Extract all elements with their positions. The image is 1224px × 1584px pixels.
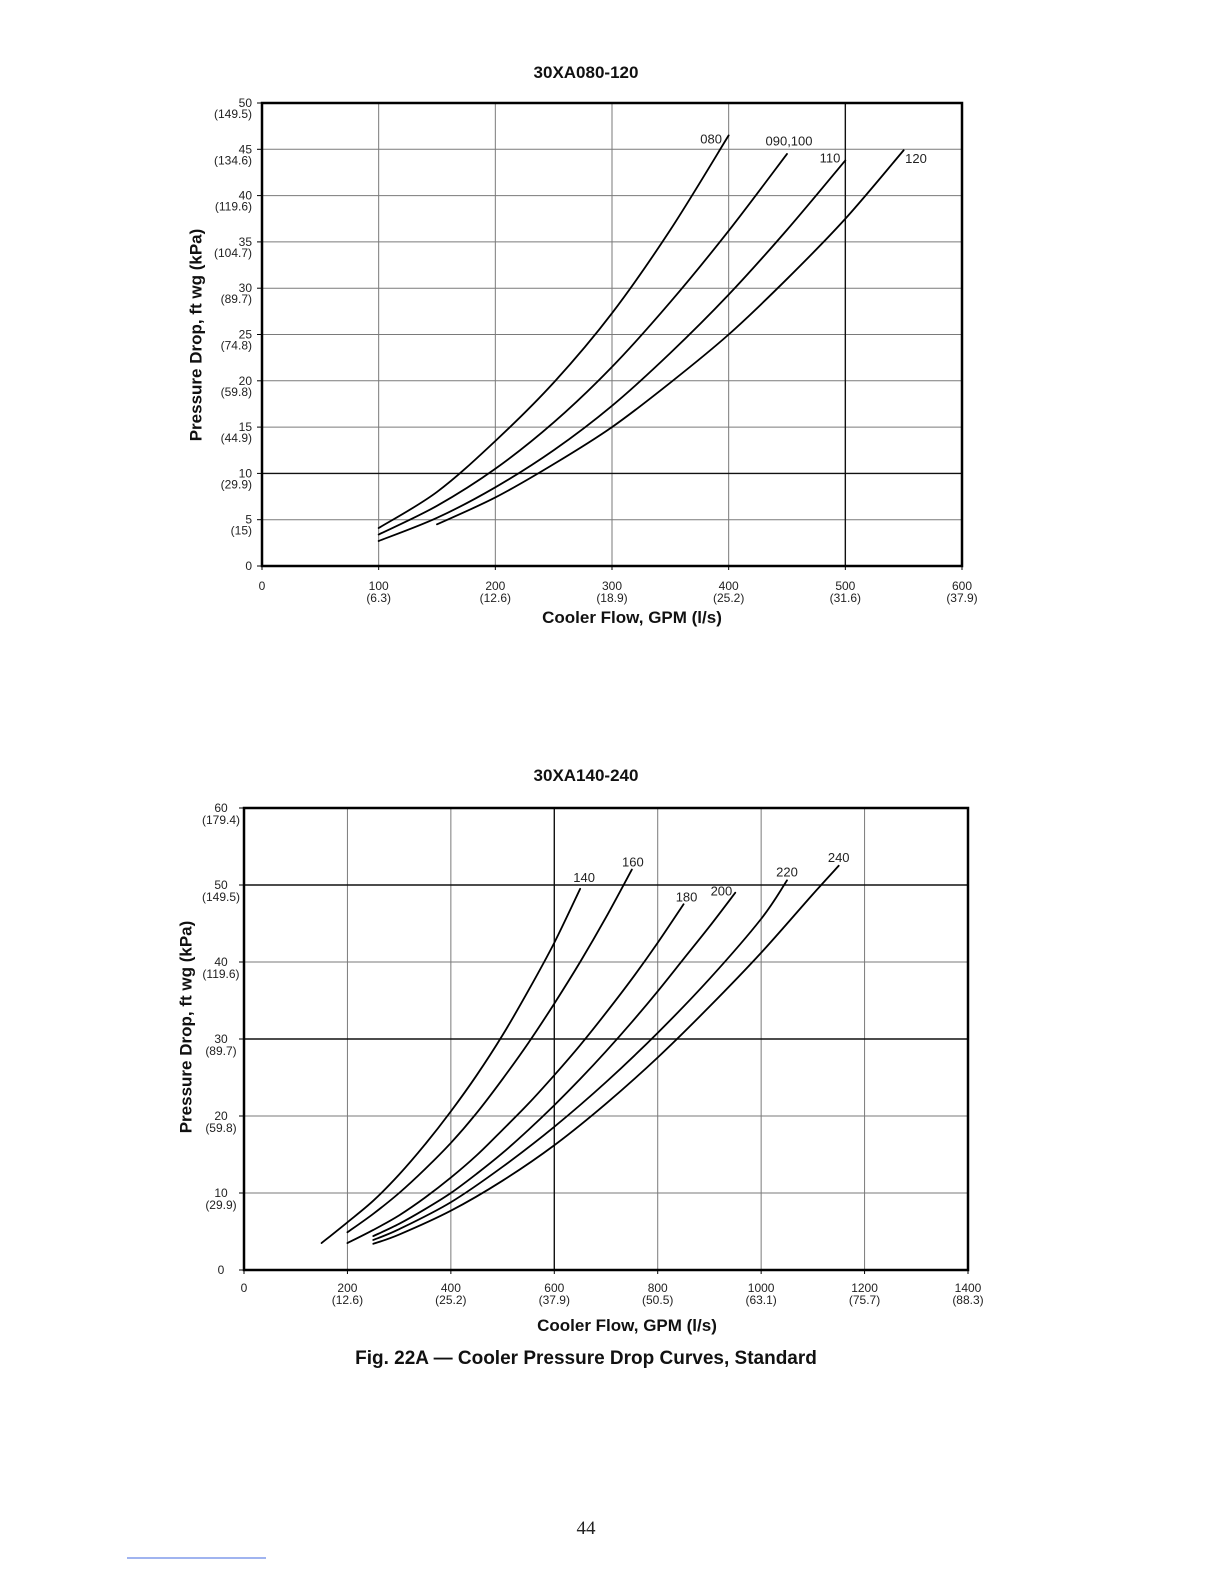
chart-30XA080-120: 0 100(6.3)200(12.6)300(18.9)400(25.2)500(… <box>187 63 978 627</box>
c2-series-line-240 <box>372 864 840 1245</box>
c2-x-tick-metric-1000: (63.1) <box>745 1293 776 1307</box>
charts-container: 0 100(6.3)200(12.6)300(18.9)400(25.2)500(… <box>177 63 984 1335</box>
c2-x-tick-label-1400: 1400 <box>955 1281 982 1295</box>
c2-x-tick-metric-200: (12.6) <box>332 1293 363 1307</box>
c1-series-line-120 <box>436 149 905 526</box>
c2-x-tick-metric-1400: (88.3) <box>952 1293 983 1307</box>
c1-x-tick-metric-500: (31.6) <box>830 591 861 605</box>
c2-x-tick-label-600: 600 <box>544 1281 564 1295</box>
c2-y-tick-metric-40: (119.6) <box>202 967 239 981</box>
c1-y-tick-label-0: 0 <box>245 559 252 573</box>
c1-y-tick-label-40: 40 <box>239 189 253 203</box>
c1-series-label-120: 120 <box>905 151 927 166</box>
c1-x-axis-label: Cooler Flow, GPM (l/s) <box>542 608 722 627</box>
c2-chart-title: 30XA140-240 <box>534 766 639 785</box>
c2-series-label-200: 200 <box>711 884 733 899</box>
c2-series-label-240: 240 <box>828 850 850 865</box>
c2-series-label-180: 180 <box>676 889 698 904</box>
c2-y-tick-metric-20: (59.8) <box>205 1121 236 1135</box>
c1-y-tick-label-25: 25 <box>239 328 253 342</box>
c2-x-tick-label-400: 400 <box>441 1281 461 1295</box>
c1-x-tick-metric-600: (37.9) <box>946 591 977 605</box>
c1-x-tick-metric-200: (12.6) <box>480 591 511 605</box>
c1-series-line-080 <box>377 134 730 529</box>
c2-y-tick-metric-60: (179.4) <box>202 813 240 827</box>
c1-y-tick-metric-10: (29.9) <box>221 477 252 491</box>
c2-y-tick-label-0: 0 <box>218 1263 225 1277</box>
chart-30XA140-240: 0 200(12.6)400(25.2)600(37.9)800(50.5)100… <box>177 766 984 1335</box>
c1-chart-title: 30XA080-120 <box>534 63 639 82</box>
c2-y-tick-label-20: 20 <box>214 1109 228 1123</box>
c2-x-tick-label-1200: 1200 <box>851 1281 878 1295</box>
c1-x-tick-metric-100: (6.3) <box>366 591 391 605</box>
c2-series-label-220: 220 <box>776 864 798 879</box>
c1-y-tick-metric-35: (104.7) <box>214 246 252 260</box>
c1-series-label-090-100: 090,100 <box>766 134 813 149</box>
c1-y-tick-metric-15: (44.9) <box>221 431 252 445</box>
c2-y-tick-label-30: 30 <box>214 1032 228 1046</box>
c1-y-tick-label-30: 30 <box>239 281 253 295</box>
c1-x-tick-label-400: 400 <box>719 579 739 593</box>
c1-y-tick-label-35: 35 <box>239 235 253 249</box>
c1-series-line-110 <box>377 159 847 542</box>
c2-y-tick-label-10: 10 <box>214 1186 228 1200</box>
c1-y-tick-metric-50: (149.5) <box>214 107 252 121</box>
c2-x-axis-label: Cooler Flow, GPM (l/s) <box>537 1316 717 1335</box>
c1-y-tick-metric-40: (119.6) <box>215 200 252 214</box>
c2-x-tick-metric-400: (25.2) <box>435 1293 466 1307</box>
c2-y-tick-metric-50: (149.5) <box>202 890 240 904</box>
c2-x-tick-metric-600: (37.9) <box>539 1293 570 1307</box>
c2-x-tick-label-1000: 1000 <box>748 1281 775 1295</box>
c1-y-tick-metric-20: (59.8) <box>221 385 252 399</box>
c1-y-tick-label-50: 50 <box>239 96 253 110</box>
c1-x-tick-label-200: 200 <box>485 579 505 593</box>
c2-y-tick-metric-10: (29.9) <box>205 1198 236 1212</box>
c1-y-tick-label-5: 5 <box>245 513 252 527</box>
c1-x-tick-metric-300: (18.9) <box>596 591 627 605</box>
c2-x-tick-label-200: 200 <box>337 1281 357 1295</box>
c2-series-line-180 <box>346 903 685 1244</box>
c1-y-tick-label-15: 15 <box>239 420 253 434</box>
c2-y-tick-label-40: 40 <box>214 955 228 969</box>
c1-x-tick-label-600: 600 <box>952 579 972 593</box>
c1-y-tick-label-10: 10 <box>239 466 253 480</box>
c1-x-tick-label-0: 0 <box>259 579 266 593</box>
c2-y-tick-label-60: 60 <box>214 801 228 815</box>
c2-series-line-140 <box>320 887 582 1244</box>
c1-x-tick-label-500: 500 <box>835 579 855 593</box>
c2-series-line-200 <box>372 891 737 1238</box>
c1-x-tick-metric-400: (25.2) <box>713 591 744 605</box>
c1-series-line-090-100 <box>377 153 788 536</box>
c1-y-tick-label-20: 20 <box>239 374 253 388</box>
c1-x-tick-label-300: 300 <box>602 579 622 593</box>
c2-x-tick-label-800: 800 <box>648 1281 668 1295</box>
c1-y-tick-metric-25: (74.8) <box>221 339 252 353</box>
c2-series-line-160 <box>346 868 633 1234</box>
page-number: 44 <box>577 1518 597 1539</box>
figure-caption: Fig. 22A — Cooler Pressure Drop Curves, … <box>355 1348 817 1369</box>
c2-x-tick-metric-800: (50.5) <box>642 1293 673 1307</box>
c1-series-label-080: 080 <box>700 131 722 146</box>
c2-series-line-220 <box>372 879 788 1241</box>
c2-series-label-160: 160 <box>622 855 644 870</box>
c1-y-tick-metric-45: (134.6) <box>214 153 252 167</box>
c1-y-tick-metric-30: (89.7) <box>221 292 252 306</box>
c1-series-label-110: 110 <box>820 150 841 165</box>
c1-y-axis-label: Pressure Drop, ft wg (kPa) <box>187 229 206 442</box>
c2-x-tick-label-0: 0 <box>241 1281 248 1295</box>
c2-y-tick-metric-30: (89.7) <box>205 1044 236 1058</box>
c2-y-axis-label: Pressure Drop, ft wg (kPa) <box>177 921 196 1134</box>
c1-y-tick-label-45: 45 <box>239 142 253 156</box>
c2-y-tick-label-50: 50 <box>214 878 228 892</box>
c2-series-label-140: 140 <box>573 870 595 885</box>
c1-y-tick-metric-5: (15) <box>231 524 252 538</box>
c1-x-tick-label-100: 100 <box>369 579 389 593</box>
c2-x-tick-metric-1200: (75.7) <box>849 1293 880 1307</box>
